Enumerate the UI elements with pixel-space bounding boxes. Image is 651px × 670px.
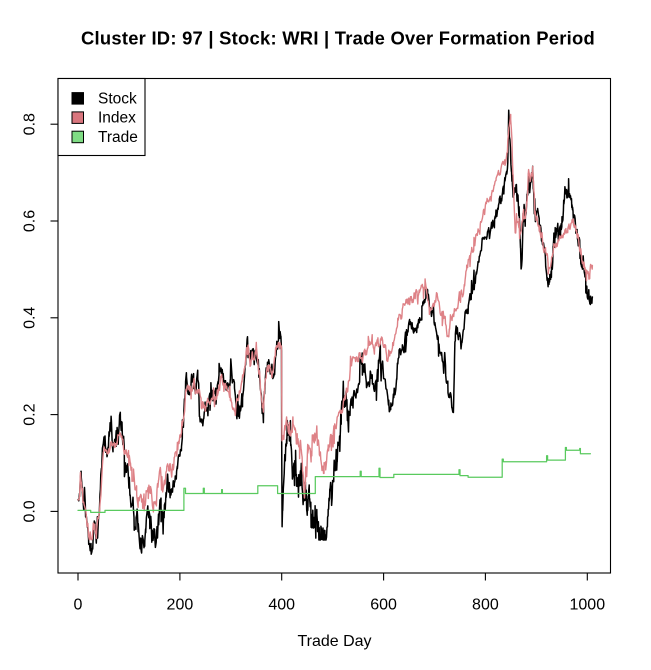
- svg-text:600: 600: [370, 596, 397, 613]
- svg-text:400: 400: [268, 596, 295, 613]
- svg-text:Trade: Trade: [98, 129, 138, 146]
- svg-text:0.8: 0.8: [21, 113, 38, 135]
- svg-text:Cluster ID: 97 | Stock: WRI |: Cluster ID: 97 | Stock: WRI | Trade Over…: [81, 28, 595, 49]
- svg-text:0.4: 0.4: [21, 307, 38, 329]
- svg-text:0.2: 0.2: [21, 403, 38, 425]
- svg-text:0.6: 0.6: [21, 210, 38, 232]
- svg-text:1000: 1000: [570, 596, 606, 613]
- svg-text:0: 0: [74, 596, 83, 613]
- svg-text:0.0: 0.0: [21, 500, 38, 522]
- svg-text:800: 800: [472, 596, 499, 613]
- svg-text:Stock: Stock: [98, 90, 137, 107]
- svg-text:Index: Index: [98, 110, 136, 127]
- svg-text:200: 200: [167, 596, 194, 613]
- svg-text:Trade Day: Trade Day: [297, 633, 371, 650]
